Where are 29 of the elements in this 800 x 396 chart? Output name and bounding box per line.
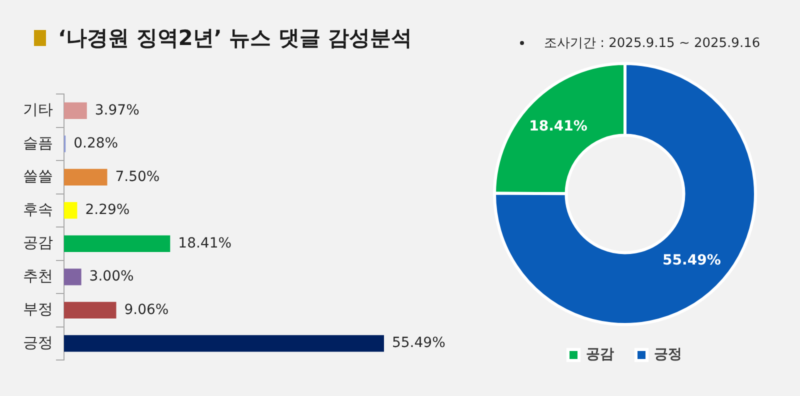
bar: [64, 268, 82, 286]
data-label: 18.41%: [529, 118, 588, 135]
legend-label: 공감: [586, 346, 614, 363]
data-label: 0.28%: [74, 136, 118, 152]
y-tick-label: 추천: [23, 266, 53, 285]
bar: [64, 202, 78, 219]
bar: [64, 235, 170, 252]
data-label: 18.41%: [178, 235, 232, 252]
bar: [64, 335, 384, 352]
data-label: 3.97%: [94, 102, 140, 118]
y-tick-label: 기타: [23, 100, 53, 119]
data-label: 2.29%: [85, 202, 130, 218]
y-tick-label: 쓸쓸: [23, 167, 53, 186]
y-tick-label: 긍정: [23, 333, 53, 352]
legend-label: 긍정: [654, 346, 682, 363]
chart-title: ‘나경원 징역2년’ 뉴스 댓글 감성분석: [58, 25, 412, 52]
y-tick-label: 부정: [23, 300, 53, 318]
y-tick-label: 슬픔: [23, 134, 53, 152]
data-label: 9.06%: [124, 302, 169, 318]
data-label: 7.50%: [115, 168, 160, 185]
data-label: 3.00%: [89, 268, 134, 285]
bar: [64, 102, 87, 119]
data-label: 55.49%: [662, 252, 721, 269]
bar: [64, 168, 108, 186]
data-label: 55.49%: [392, 335, 446, 352]
text: 조사기간 : 2025.9.15 ~ 2025.9.16: [544, 36, 760, 51]
bar: [64, 302, 116, 318]
y-tick-label: 공감: [23, 234, 53, 252]
y-tick-label: 후속: [23, 200, 53, 218]
